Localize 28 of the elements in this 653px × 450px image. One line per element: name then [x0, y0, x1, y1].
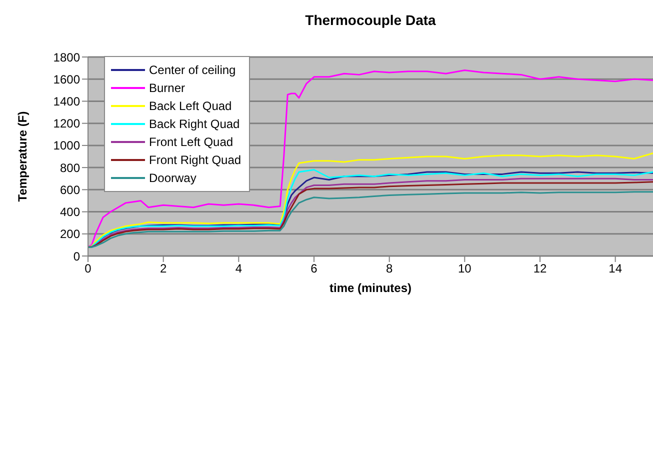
- legend-label: Back Left Quad: [149, 98, 232, 115]
- legend-label: Doorway: [149, 170, 196, 187]
- y-tick-label: 0: [73, 249, 80, 264]
- x-tick-label: 4: [235, 262, 242, 276]
- x-tick-label: 0: [84, 262, 92, 276]
- y-tick-label: 1600: [53, 72, 80, 86]
- y-tick-label: 1000: [53, 138, 80, 153]
- y-tick-label: 1800: [53, 50, 80, 64]
- y-tick-label: 600: [60, 182, 80, 197]
- x-axis-title: time (minutes): [329, 281, 412, 295]
- legend-label: Burner: [149, 80, 186, 97]
- y-axis-title: Temperature (F): [15, 111, 30, 202]
- x-tick-label: 12: [533, 262, 547, 276]
- legend-label: Front Left Quad: [149, 134, 234, 151]
- chart-title: Thermocouple Data: [304, 11, 437, 30]
- legend-label: Front Right Quad: [149, 152, 242, 169]
- y-tick-label: 1200: [53, 116, 80, 131]
- y-tick-label: 400: [60, 205, 80, 220]
- y-tick-label: 1400: [53, 94, 80, 108]
- x-tick-label: 2: [160, 262, 167, 276]
- x-tick-label: 6: [310, 262, 318, 276]
- legend-label: Center of ceiling: [149, 62, 236, 79]
- x-tick-label: 10: [458, 262, 472, 276]
- x-tick-label: 8: [386, 262, 393, 276]
- y-tick-label: 200: [60, 227, 80, 242]
- legend-label: Back Right Quad: [149, 116, 240, 133]
- y-tick-label: 800: [60, 160, 80, 175]
- x-tick-label: 14: [608, 262, 622, 276]
